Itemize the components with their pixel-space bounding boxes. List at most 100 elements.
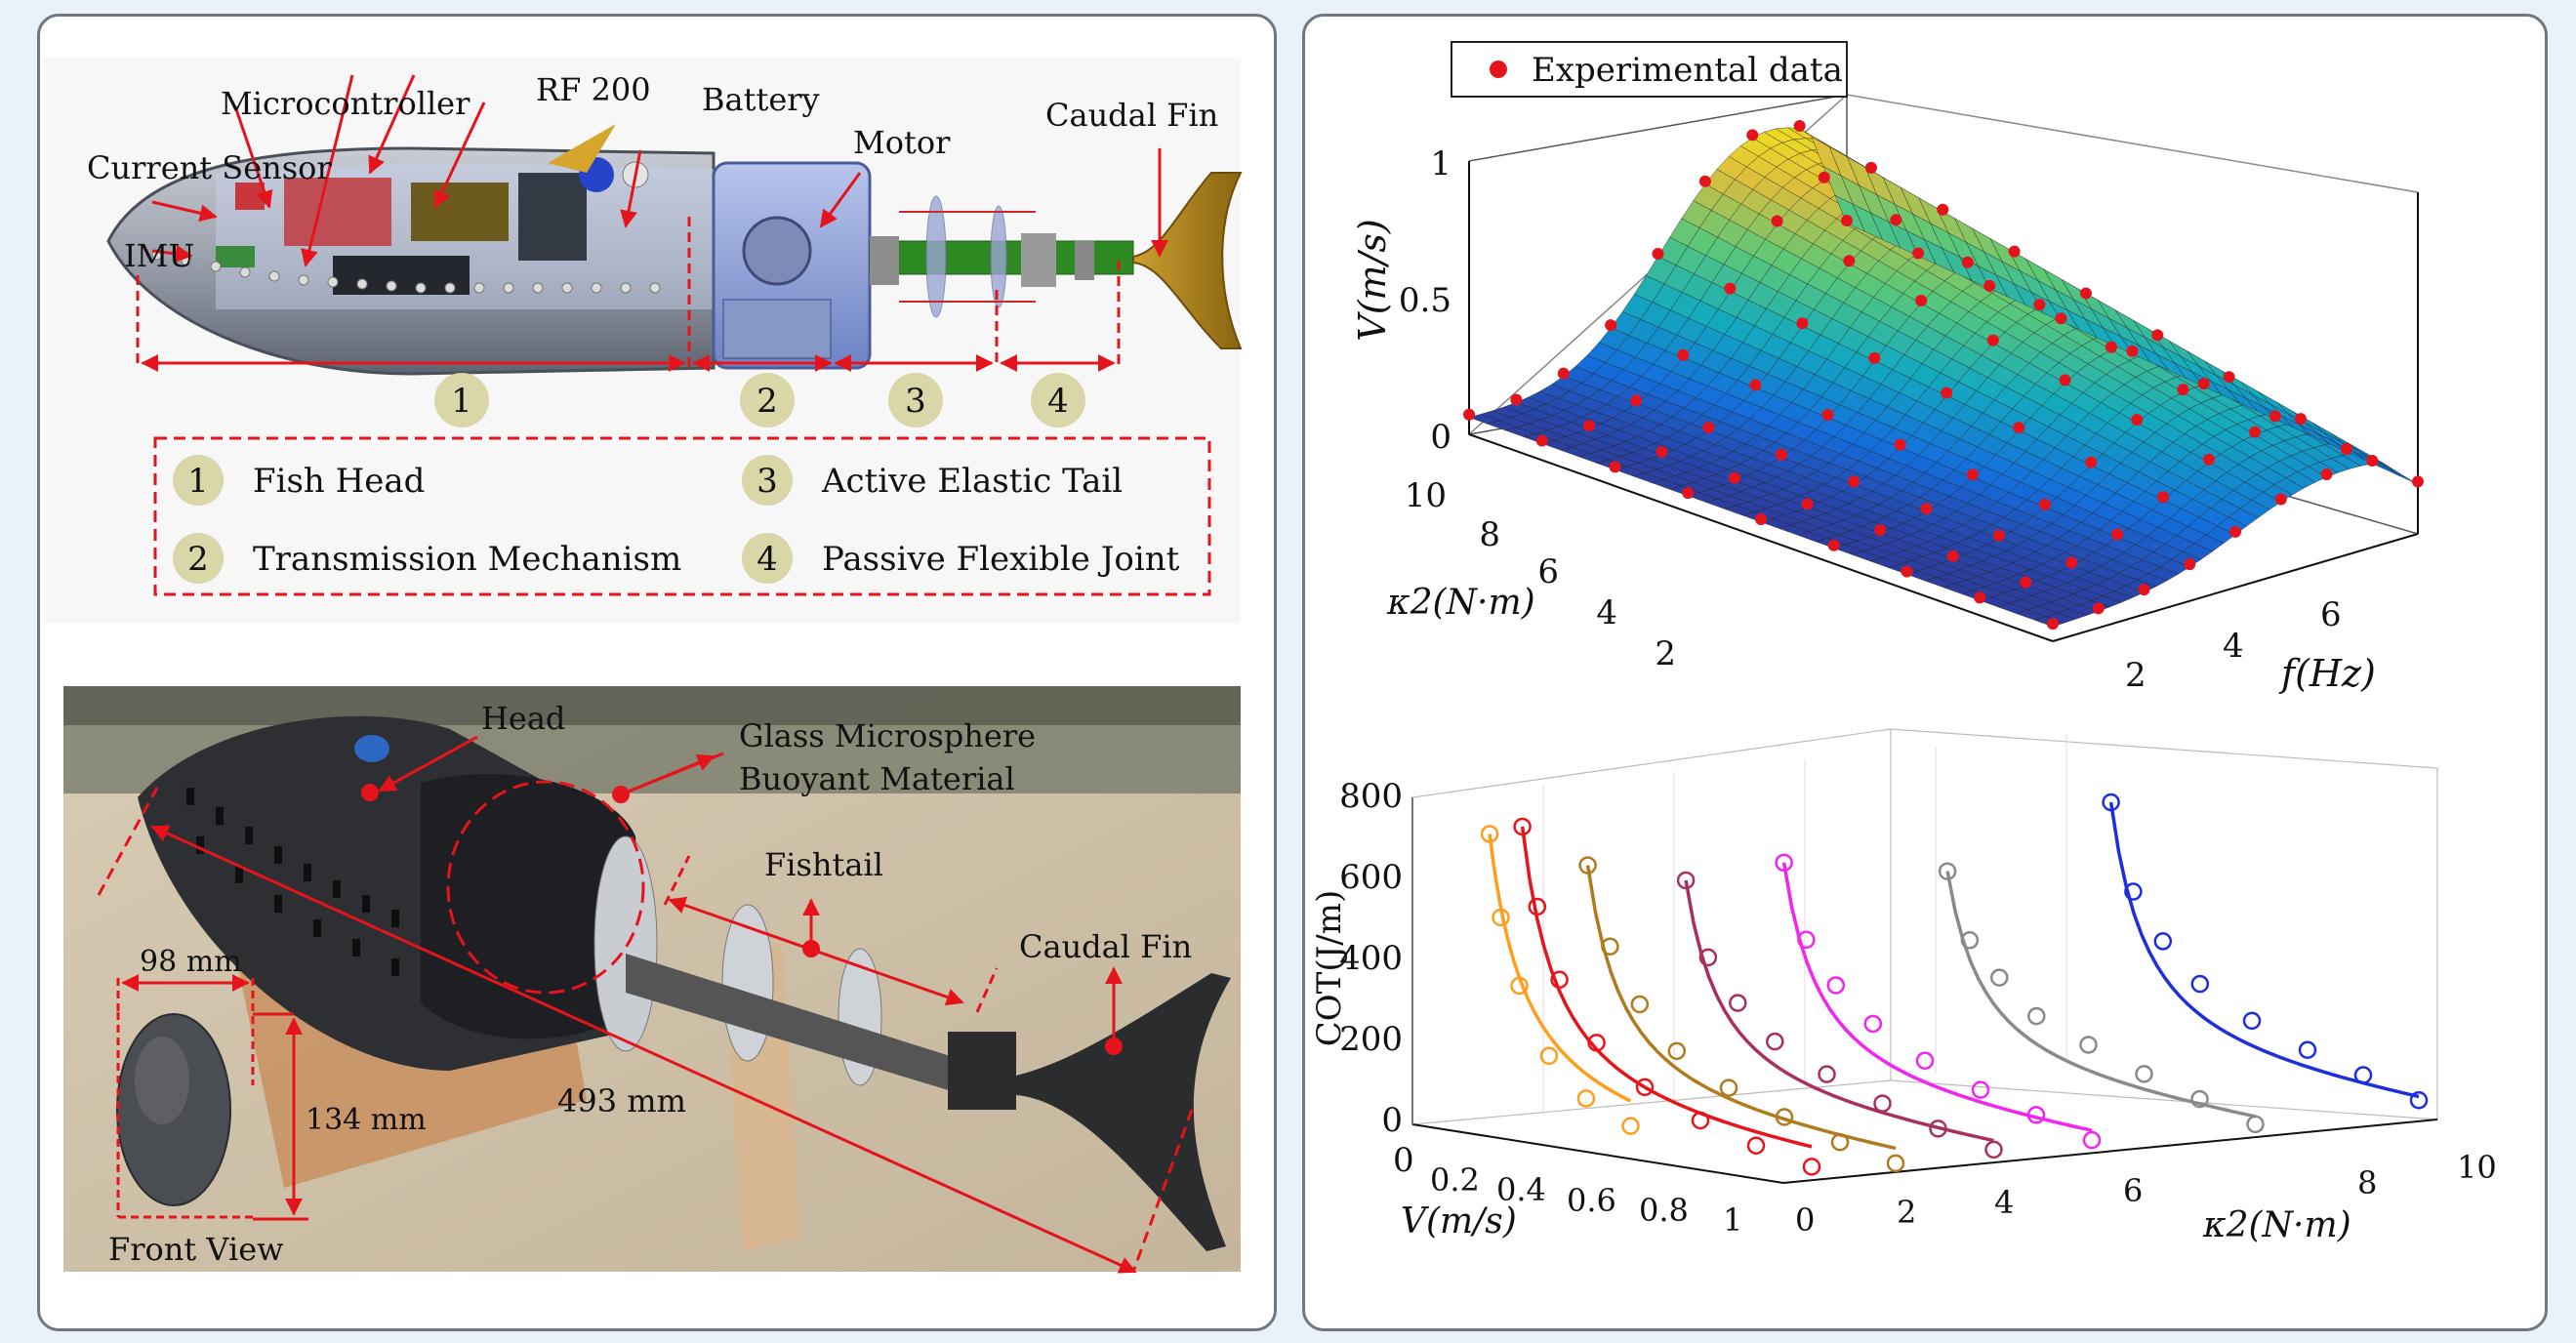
experimental-data-point <box>1966 468 1979 481</box>
surface-ylabel: κ2(N·m) <box>1386 583 1535 623</box>
experimental-data-point <box>1901 565 1913 578</box>
surface-ztick-1: 1 <box>1430 144 1452 183</box>
experimental-data-point <box>2038 498 2051 510</box>
experimental-data-point <box>2055 312 2067 325</box>
experimental-data-point <box>1992 529 2005 542</box>
experimental-data-point <box>1698 175 1711 187</box>
experimental-data-point <box>1463 408 1475 421</box>
experimental-data-point <box>1746 129 1759 142</box>
surface-ytick-2: 2 <box>1655 634 1676 673</box>
experimental-data-point <box>2033 299 2046 311</box>
cot-data-point <box>1929 1119 1947 1138</box>
cot-axes-box <box>1411 728 2438 1184</box>
surface-xtick-4: 4 <box>2223 627 2244 666</box>
experimental-data-point <box>2059 374 2071 387</box>
legend-marker-experimental <box>1490 61 1507 78</box>
experimental-data-point <box>1682 487 1695 500</box>
experimental-data-point <box>1868 351 1881 364</box>
experimental-data-point <box>1821 409 1834 422</box>
cot-ktick-10: 10 <box>2457 1149 2497 1186</box>
surface-ytick-6: 6 <box>1537 552 1559 591</box>
cot-ytick-400: 400 <box>1339 939 1403 978</box>
cot-data-point <box>1915 1051 1935 1070</box>
experimental-data-point <box>1874 524 1887 537</box>
surface-patch <box>2377 461 2407 478</box>
cot-data-point <box>1818 1065 1836 1083</box>
legend-num-4: 4 <box>756 540 778 579</box>
photo-label-caudal-fin: Caudal Fin <box>1019 928 1192 965</box>
experimental-data-point <box>2203 453 2216 466</box>
surface-patch <box>1834 194 1865 232</box>
surface-plot <box>1468 127 2419 628</box>
cot-data-point <box>1830 1133 1850 1152</box>
photo-label-glass-1: Glass Microsphere <box>739 717 1036 754</box>
experimental-data-point <box>1656 445 1668 458</box>
cot-ylabel: COT(J/m) <box>1310 890 1349 1046</box>
cot-series-6 <box>2102 793 2429 1110</box>
cot-data-point <box>1698 948 1718 967</box>
experimental-data-point <box>2151 329 2164 342</box>
cot-data-point <box>2298 1040 2317 1059</box>
cot-fit-line <box>1585 865 1897 1151</box>
cot-ktick-2: 2 <box>1897 1194 1916 1231</box>
legend-text-1: Fish Head <box>253 462 425 501</box>
experimental-data-point <box>1605 319 1617 332</box>
cot-ktick-4: 4 <box>1994 1184 2014 1221</box>
cot-data-point <box>2082 1130 2102 1150</box>
experimental-data-point <box>2294 413 2307 426</box>
cot-data-point <box>1746 1136 1766 1155</box>
experimental-data-point <box>1915 294 1928 306</box>
experimental-data-point <box>2269 410 2281 423</box>
cot-xtick-02: 0.2 <box>1430 1161 1480 1199</box>
legend-num-2: 2 <box>187 540 209 579</box>
experimental-data-point <box>2184 558 2196 571</box>
cot-series-4 <box>1775 853 2102 1150</box>
charts-svg: Experimental data 1 0.5 0 V(m/s) 10 8 6 … <box>1310 41 2497 1245</box>
cot-ytick-0: 0 <box>1381 1101 1403 1140</box>
label-motor: Motor <box>853 124 951 161</box>
label-current-sensor: Current Sensor <box>87 149 332 186</box>
cot-series-1 <box>1513 817 1821 1176</box>
cot-data-point <box>1510 976 1529 996</box>
cot-data-point <box>1576 1089 1596 1108</box>
experimental-data-point <box>2157 491 2170 504</box>
cot-data-point <box>1550 970 1569 990</box>
cot-data-point <box>1480 825 1499 843</box>
cot-data-point <box>1938 862 1957 880</box>
photo-label-width: 98 mm <box>140 945 242 979</box>
experimental-data-point <box>1801 498 1814 510</box>
cot-ktick-0: 0 <box>1795 1201 1815 1239</box>
experimental-data-point <box>1677 348 1690 361</box>
cot-data-point <box>2027 1006 2046 1026</box>
cot-grid <box>1411 734 2067 1124</box>
experimental-data-point <box>1775 448 1787 461</box>
cot-data-point <box>1492 908 1510 927</box>
experimental-data-point <box>2111 528 2124 541</box>
cot-xlabel: V(m/s) <box>1401 1201 1517 1241</box>
experimental-data-point <box>1729 471 1741 484</box>
cot-series-2 <box>1578 856 1905 1173</box>
experimental-data-point <box>2320 468 2333 481</box>
cot-series-5 <box>1938 862 2265 1134</box>
cot-data-point <box>2153 932 2173 951</box>
experimental-data-point <box>1864 161 1877 174</box>
cot-data-point <box>2353 1066 2373 1084</box>
experimental-data-point <box>2079 287 2092 300</box>
cot-data-point <box>2190 974 2210 994</box>
cot-data-point <box>2026 1106 2046 1124</box>
surface-xlabel: f(Hz) <box>2278 652 2376 695</box>
experimental-data-point <box>1986 334 1999 346</box>
experimental-data-point <box>1796 317 1809 330</box>
cot-data-point <box>1984 1140 2003 1160</box>
cot-data-point <box>1775 1108 1794 1126</box>
experimental-data-point <box>2126 345 2139 357</box>
experimental-data-point <box>1724 282 1737 295</box>
photo-label-fishtail: Fishtail <box>764 846 883 883</box>
cot-ktick-6: 6 <box>2123 1172 2143 1209</box>
experimental-data-point <box>1920 503 1933 515</box>
cot-data-point <box>1676 871 1696 890</box>
cot-data-point <box>1873 1094 1892 1113</box>
left-panel-graphics: Microcontroller RF 200 Battery Motor Cau… <box>44 58 1243 1274</box>
cot-data-point <box>1621 1117 1640 1135</box>
label-rf200: RF 200 <box>536 71 651 108</box>
